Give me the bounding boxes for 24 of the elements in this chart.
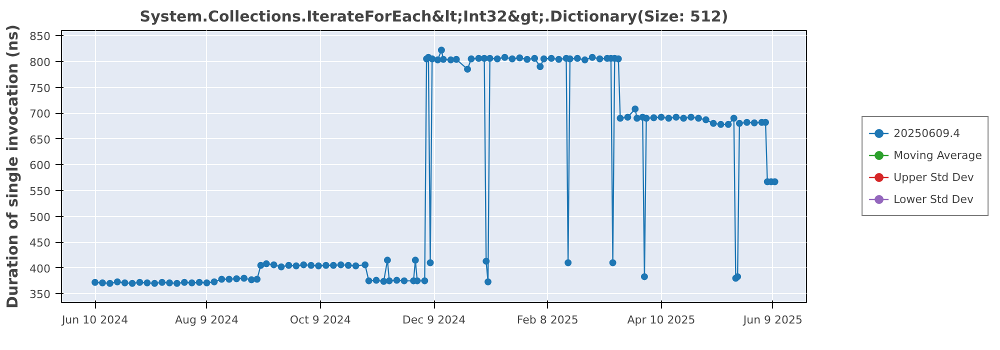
x-tick-label: Oct 9 2024 xyxy=(290,314,351,326)
legend-label: Moving Average xyxy=(894,148,982,162)
y-tick-label: 550 xyxy=(30,185,51,198)
x-tick-label: Feb 8 2025 xyxy=(516,314,578,326)
x-tick-label: Apr 10 2025 xyxy=(627,314,696,326)
y-tick-label: 350 xyxy=(30,288,51,302)
chart-title: System.Collections.IterateForEach&lt;Int32&gt;.Dictionary(Size: 512) xyxy=(140,8,728,26)
y-tick-label: 600 xyxy=(30,159,51,172)
y-tick-label: 850 xyxy=(30,30,51,44)
y-tick-label: 500 xyxy=(30,210,51,224)
legend-label: 20250609.4 xyxy=(894,126,960,140)
y-tick-label: 750 xyxy=(30,82,51,95)
legend-label: Upper Std Dev xyxy=(894,170,974,184)
y-tick-label: 650 xyxy=(30,133,51,146)
y-tick-label: 400 xyxy=(30,262,51,276)
x-tick-label: Dec 9 2024 xyxy=(402,314,466,326)
legend-label: Lower Std Dev xyxy=(894,192,974,206)
x-tick-label: Aug 9 2024 xyxy=(175,314,239,326)
x-tick-label: Jun 10 2024 xyxy=(60,314,128,326)
y-tick-label: 450 xyxy=(30,236,51,250)
y-axis-title: Duration of single invocation (ns) xyxy=(4,24,22,308)
y-tick-label: 800 xyxy=(30,56,51,69)
y-tick-label: 700 xyxy=(30,108,51,121)
x-tick-label: Jun 9 2025 xyxy=(742,314,803,326)
